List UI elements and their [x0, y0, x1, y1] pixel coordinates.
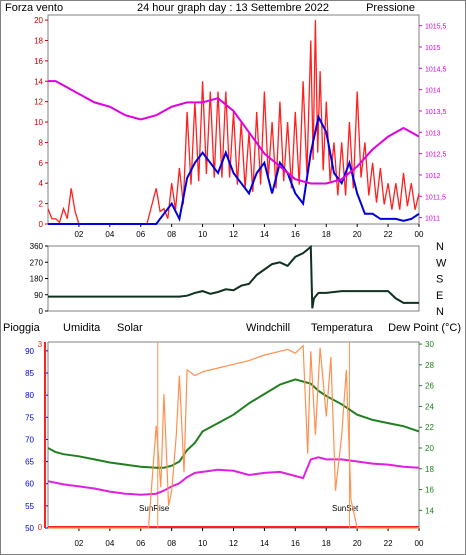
y-tick-label: 14	[34, 77, 43, 86]
x-tick-label: 18	[322, 230, 331, 239]
y2-tick-label: 1012,5	[425, 152, 447, 159]
dir-compass-label: N	[436, 241, 444, 253]
y2-tick-label: 1012	[425, 173, 441, 180]
y2-tick-label: 1015	[425, 45, 441, 52]
temp-y-tick-label: 26	[425, 382, 434, 391]
rain-tick-bottom: 0	[38, 523, 43, 532]
x-tick-label: 22	[384, 230, 393, 239]
hum-y-tick-label: 70	[25, 435, 34, 444]
x-tick-label: 12	[229, 230, 238, 239]
chart-title: 24 hour graph day : 13 Settembre 2022	[137, 2, 329, 14]
x-tick-label: 10	[198, 230, 207, 239]
temp-y-tick-label: 16	[425, 486, 434, 495]
temp-y-tick-label: 14	[425, 506, 434, 515]
series-line-forza-vento-avg	[48, 114, 420, 225]
x3-tick-label: 22	[384, 539, 393, 548]
x3-tick-label: 14	[260, 539, 269, 548]
label-pressione: Pressione	[366, 2, 415, 14]
hum-y-tick-label: 55	[25, 502, 34, 511]
label-windchill: Windchill	[246, 322, 290, 334]
y-tick-label: 18	[34, 36, 43, 45]
label-sunset: SunSet	[332, 504, 359, 513]
series-line-temperatura	[47, 378, 420, 469]
rain-tick-top: 3	[38, 340, 43, 349]
x3-tick-label: 10	[198, 539, 207, 548]
dir-y-tick-label: 360	[30, 242, 44, 251]
x3-tick-label: 16	[291, 539, 300, 548]
temp-y-tick-label: 18	[425, 465, 434, 474]
x3-tick-label: 04	[105, 539, 114, 548]
y-tick-label: 4	[39, 179, 44, 188]
y-tick-label: 0	[39, 220, 44, 229]
x3-tick-label: 20	[353, 539, 362, 548]
series-line-pressione	[48, 80, 420, 185]
x-tick-label: 08	[167, 230, 176, 239]
label-pioggia: Pioggia	[3, 322, 41, 334]
label-temperatura: Temperatura	[311, 322, 374, 334]
label-sunrise: SunRise	[139, 504, 170, 513]
hum-y-tick-label: 65	[25, 458, 34, 467]
y-tick-label: 6	[39, 159, 44, 168]
temp-y-tick-label: 20	[425, 444, 434, 453]
dir-compass-label: N	[436, 306, 444, 318]
series-line-dew-point	[47, 456, 420, 496]
label-solar: Solar	[117, 322, 143, 334]
dir-y-tick-label: 0	[39, 307, 44, 316]
series-line-forza-vento	[47, 20, 420, 225]
y2-tick-label: 1013	[425, 130, 441, 137]
label-dew-point: Dew Point (°C)	[388, 322, 461, 334]
x3-tick-label: 06	[136, 539, 145, 548]
hum-y-tick-label: 50	[25, 524, 34, 533]
dir-y-tick-label: 270	[30, 258, 44, 267]
dir-compass-label: S	[436, 274, 443, 286]
series-line-solar	[48, 344, 419, 529]
x-tick-label: 06	[136, 230, 145, 239]
temp-y-tick-label: 28	[425, 361, 434, 370]
x3-tick-label: 00	[415, 539, 424, 548]
x-tick-label: 04	[105, 230, 114, 239]
y-tick-label: 12	[34, 98, 43, 107]
series-line-direzione	[48, 244, 419, 309]
x3-tick-label: 08	[167, 539, 176, 548]
y2-tick-label: 1014	[425, 88, 441, 95]
temp-y-tick-label: 22	[425, 423, 434, 432]
hum-y-tick-label: 85	[25, 369, 34, 378]
y2-tick-label: 1011,5	[425, 194, 446, 201]
y2-tick-label: 1014,5	[425, 66, 447, 73]
hum-y-tick-label: 80	[25, 391, 34, 400]
dir-y-tick-label: 180	[30, 275, 44, 284]
x3-tick-label: 12	[229, 539, 238, 548]
x3-tick-label: 02	[74, 539, 83, 548]
y-tick-label: 8	[39, 138, 44, 147]
y2-tick-label: 1015,5	[425, 24, 447, 31]
dir-compass-label: W	[436, 257, 447, 269]
hum-y-tick-label: 90	[25, 347, 34, 356]
x-tick-label: 14	[260, 230, 269, 239]
temp-y-tick-label: 30	[425, 340, 434, 349]
panel-frame-3	[47, 341, 420, 529]
dir-y-tick-label: 90	[34, 291, 43, 300]
dir-compass-label: E	[436, 290, 443, 302]
temp-y-tick-label: 24	[425, 402, 434, 411]
y2-tick-label: 1011	[425, 216, 440, 223]
x-tick-label: 16	[291, 230, 300, 239]
x-tick-label: 20	[353, 230, 362, 239]
label-umidita: Umidita	[63, 322, 101, 334]
panel-frame-2	[47, 245, 420, 312]
hum-y-tick-label: 60	[25, 480, 34, 489]
x3-tick-label: 18	[322, 539, 331, 548]
hum-y-tick-label: 75	[25, 413, 34, 422]
x-tick-label: 02	[74, 230, 83, 239]
y-tick-label: 2	[39, 200, 44, 209]
label-forza-vento: Forza vento	[5, 2, 63, 14]
y-tick-label: 10	[34, 118, 43, 127]
x-tick-label: 00	[415, 230, 424, 239]
y-tick-label: 16	[34, 57, 43, 66]
y2-tick-label: 1013,5	[425, 109, 447, 116]
y-tick-label: 20	[34, 16, 43, 25]
